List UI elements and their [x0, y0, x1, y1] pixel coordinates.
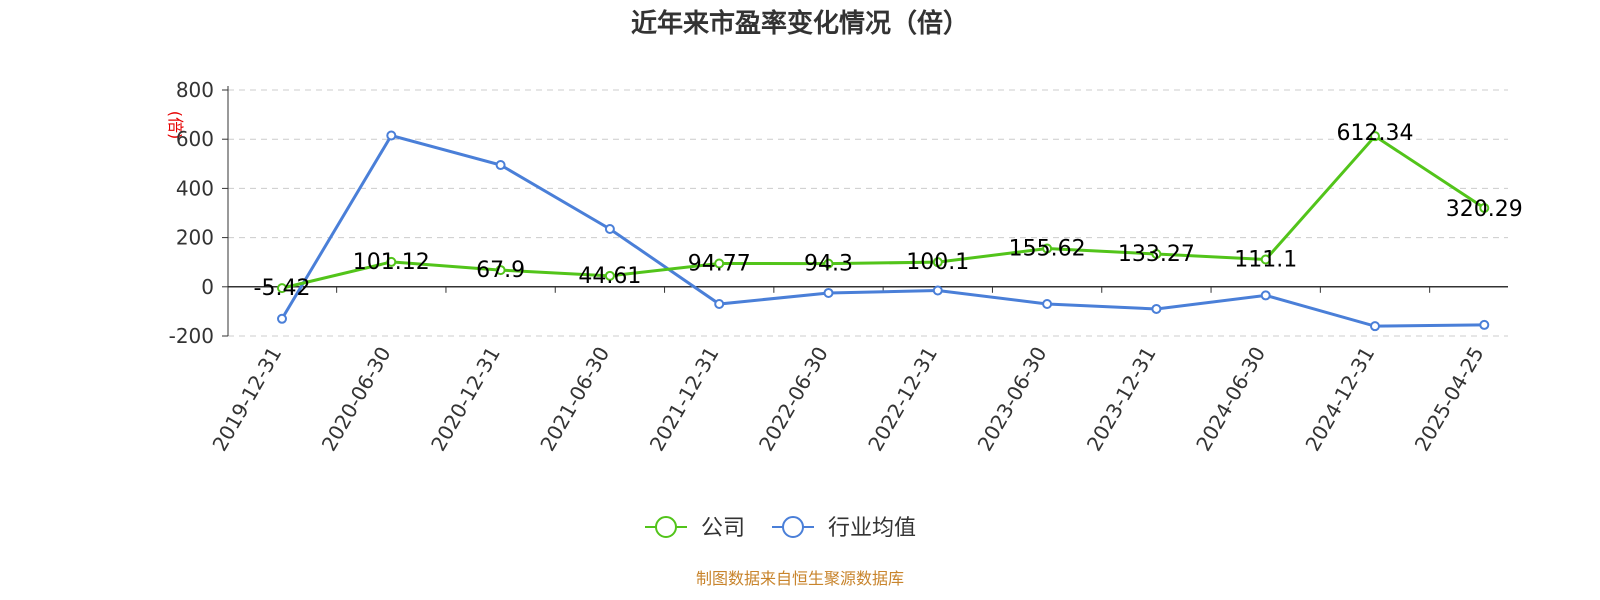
y-tick-label: 200	[176, 226, 214, 250]
data-point	[714, 258, 725, 269]
data-label: 67.9	[476, 258, 525, 283]
data-point	[823, 258, 834, 269]
x-tick-label: 2022-12-31	[863, 343, 942, 456]
data-point	[1370, 131, 1380, 142]
data-label: 44.61	[578, 264, 641, 289]
grid-lines	[228, 89, 1508, 337]
data-point	[1042, 243, 1053, 254]
legend-swatch-marker	[782, 516, 804, 538]
y-tick-label: -200	[169, 324, 214, 348]
legend-label: 行业均值	[828, 516, 916, 541]
data-label: 155.62	[1009, 237, 1086, 262]
x-tick-label: 2022-06-30	[754, 343, 833, 456]
data-point	[277, 283, 287, 294]
data-label: 101.12	[353, 250, 430, 275]
legend-swatch-marker	[655, 516, 677, 538]
data-label: -5.42	[254, 276, 311, 301]
data-point	[932, 285, 943, 296]
legend-label: 公司	[701, 516, 745, 541]
x-tick-label: 2023-06-30	[973, 343, 1052, 456]
data-label: 320.29	[1446, 197, 1523, 222]
x-tick-label: 2024-12-31	[1300, 343, 1379, 456]
y-tick-label: 0	[201, 275, 214, 299]
data-point	[1260, 290, 1271, 301]
data-label: 133.27	[1118, 242, 1195, 267]
data-point	[1370, 321, 1380, 332]
x-tick-label: 2025-04-25	[1410, 343, 1489, 456]
data-point	[604, 223, 615, 234]
series-layer	[277, 130, 1490, 332]
data-point	[1479, 203, 1490, 214]
x-tick-label: 2020-06-30	[317, 343, 396, 456]
data-point	[932, 257, 943, 268]
data-point	[495, 265, 506, 276]
y-tick-label: 400	[176, 176, 214, 200]
data-point	[1151, 303, 1162, 314]
x-axis: 2019-12-31 2020-06-30 2020-12-31 2021-06-30…	[207, 286, 1508, 456]
chart-title: 近年来市盈率变化情况（倍）	[631, 8, 969, 39]
data-label: 100.1	[906, 250, 969, 275]
data-point	[1151, 249, 1162, 260]
data-point	[1479, 319, 1490, 330]
x-tick-label: 2023-12-31	[1082, 343, 1161, 456]
x-tick-label: 2020-12-31	[426, 342, 505, 455]
data-label: 94.3	[804, 252, 853, 277]
y-tick-label: 800	[176, 78, 214, 102]
data-point	[1260, 254, 1271, 265]
y-tick-label: 600	[176, 127, 214, 151]
data-point	[714, 299, 725, 310]
x-tick-label: 2021-06-30	[535, 343, 614, 456]
data-labels: -5.42 101.12 67.9 44.61 94.77 94.3 100.1 155.62…	[254, 121, 1523, 301]
data-point	[277, 313, 287, 324]
source-note: 制图数据来自恒生聚源数据库	[696, 569, 904, 588]
series-line	[280, 133, 1485, 328]
data-label: 94.77	[688, 251, 751, 276]
data-label: 612.34	[1337, 121, 1414, 146]
data-point	[1042, 299, 1053, 310]
data-point	[823, 287, 834, 298]
legend[interactable]: 公司 行业均值	[645, 516, 916, 541]
data-point	[386, 130, 397, 141]
x-tick-label: 2019-12-31	[207, 343, 286, 456]
x-tick-label: 2021-12-31	[645, 343, 724, 456]
y-axis-unit: (倍)	[166, 111, 185, 140]
series-line	[281, 134, 1486, 290]
data-point	[495, 160, 506, 171]
data-point	[386, 256, 397, 267]
y-axis: 800 600 400 200 0 -200	[169, 78, 229, 348]
data-label: 111.1	[1234, 247, 1297, 272]
data-point	[604, 270, 615, 281]
x-tick-label: 2024-06-30	[1191, 343, 1270, 456]
